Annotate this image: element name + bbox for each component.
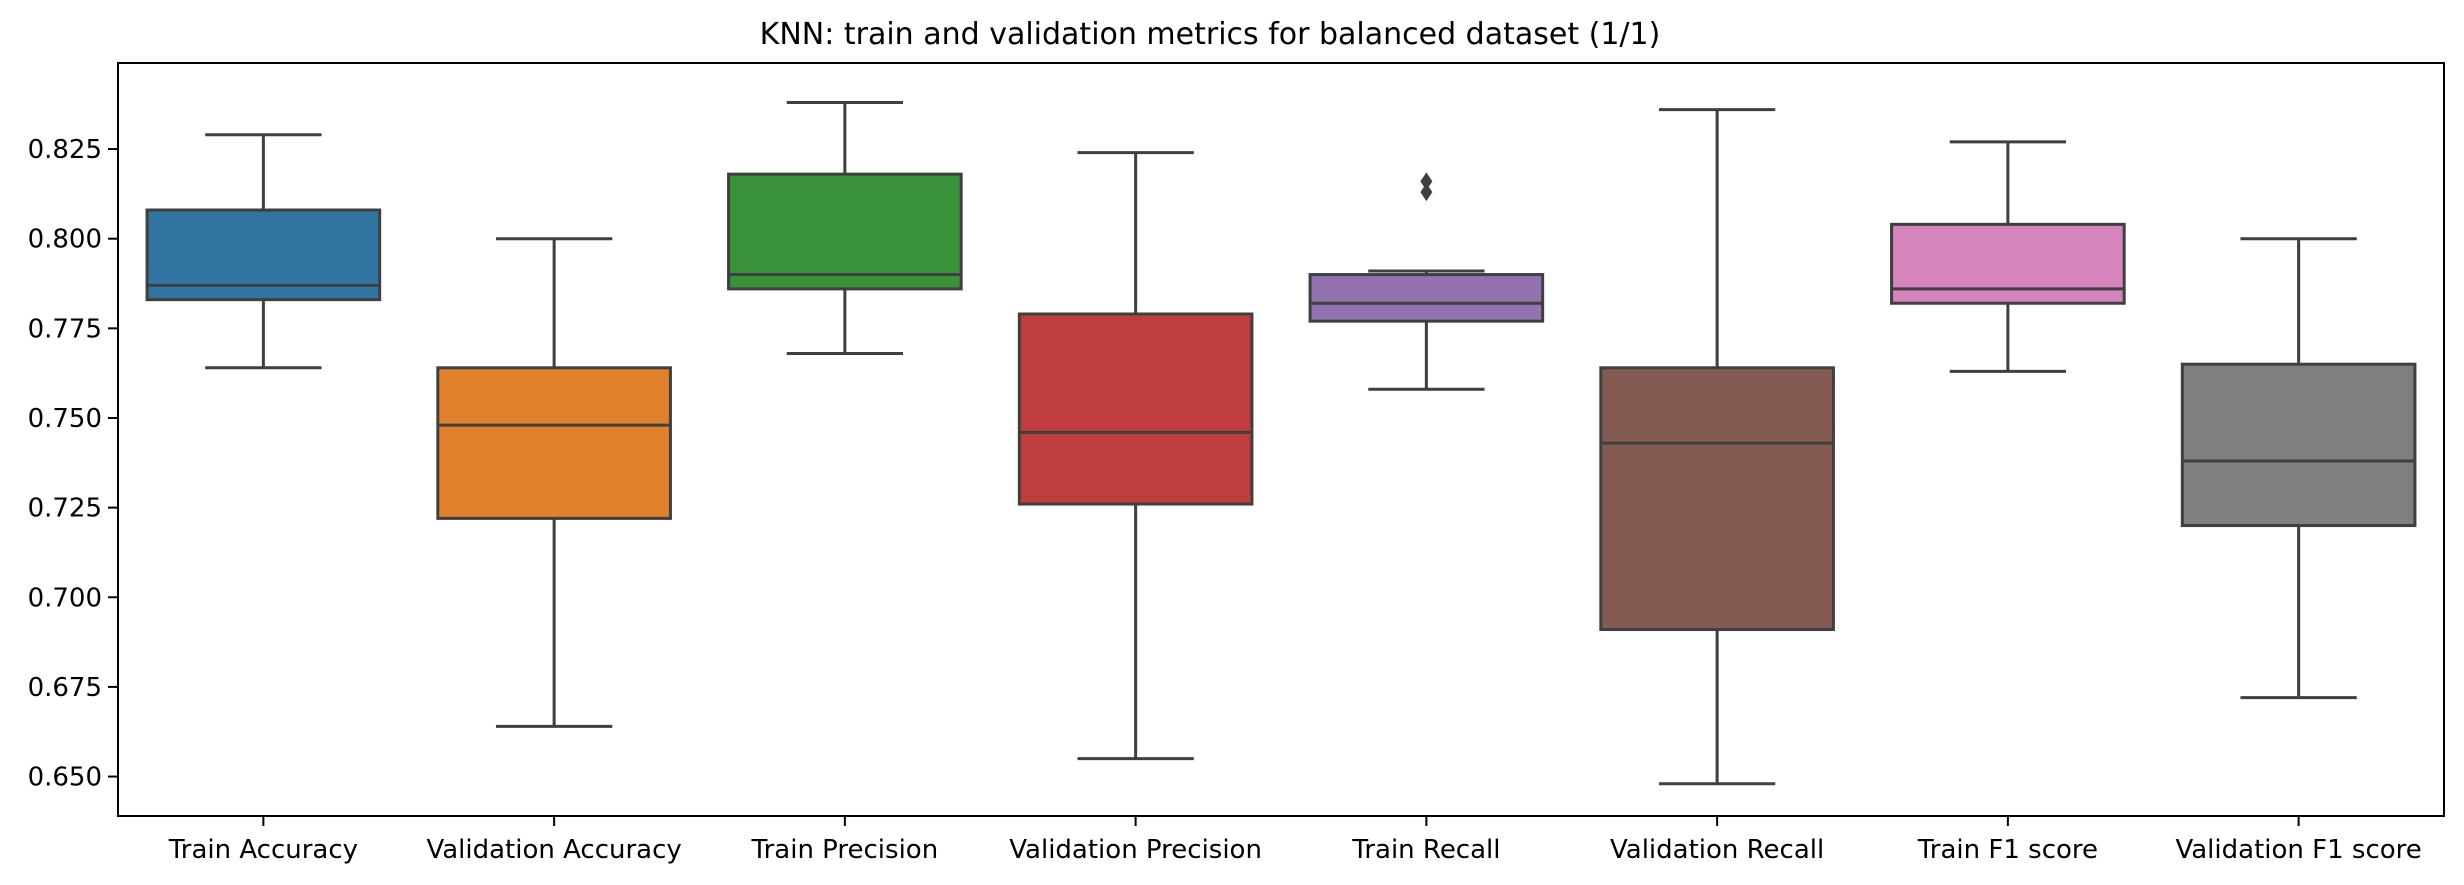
box-iqr xyxy=(1599,366,1835,632)
y-tick-label: 0.725 xyxy=(28,494,102,524)
x-tick-label: Train F1 score xyxy=(1917,835,2098,865)
box-6 xyxy=(1599,108,1835,786)
box-iqr xyxy=(1017,312,1254,506)
x-tick-label: Validation Accuracy xyxy=(426,835,681,865)
x-tick-label: Validation Precision xyxy=(1009,835,1262,865)
y-tick-label: 0.675 xyxy=(28,673,102,703)
box-iqr xyxy=(1890,222,2126,305)
box-4 xyxy=(1017,151,1254,761)
box-1 xyxy=(145,133,382,370)
y-tick-label: 0.700 xyxy=(28,583,102,613)
box-2 xyxy=(436,237,672,728)
y-tick-label: 0.800 xyxy=(28,225,102,255)
y-axis: 0.650 0.675 0.700 0.725 0.750 0.775 0.800 0.825 xyxy=(28,135,118,793)
y-tick-label: 0.775 xyxy=(28,314,102,344)
box-7 xyxy=(1890,140,2126,373)
plot-frame xyxy=(117,62,2445,817)
x-tick-label: Train Recall xyxy=(1351,835,1500,865)
boxes-layer xyxy=(145,100,2417,786)
box-iqr xyxy=(436,366,672,520)
y-tick-label: 0.750 xyxy=(28,404,102,434)
chart-title: KNN: train and validation metrics for ba… xyxy=(760,17,1661,52)
outlier-marker xyxy=(1420,183,1433,202)
box-5 xyxy=(1308,172,1545,391)
x-tick-label: Validation Recall xyxy=(1610,835,1824,865)
x-axis: Train Accuracy Validation Accuracy Train P… xyxy=(168,816,2422,865)
x-tick-label: Train Accuracy xyxy=(168,835,358,865)
outlier-marker xyxy=(1420,172,1433,191)
box-iqr xyxy=(1308,273,1545,323)
y-tick-label: 0.825 xyxy=(28,135,102,165)
x-tick-label: Validation F1 score xyxy=(2175,835,2421,865)
box-8 xyxy=(2180,237,2417,700)
x-tick-label: Train Precision xyxy=(751,835,939,865)
box-3 xyxy=(727,100,963,355)
box-iqr xyxy=(2180,362,2417,528)
y-tick-label: 0.650 xyxy=(28,763,102,793)
box-iqr xyxy=(727,172,963,291)
